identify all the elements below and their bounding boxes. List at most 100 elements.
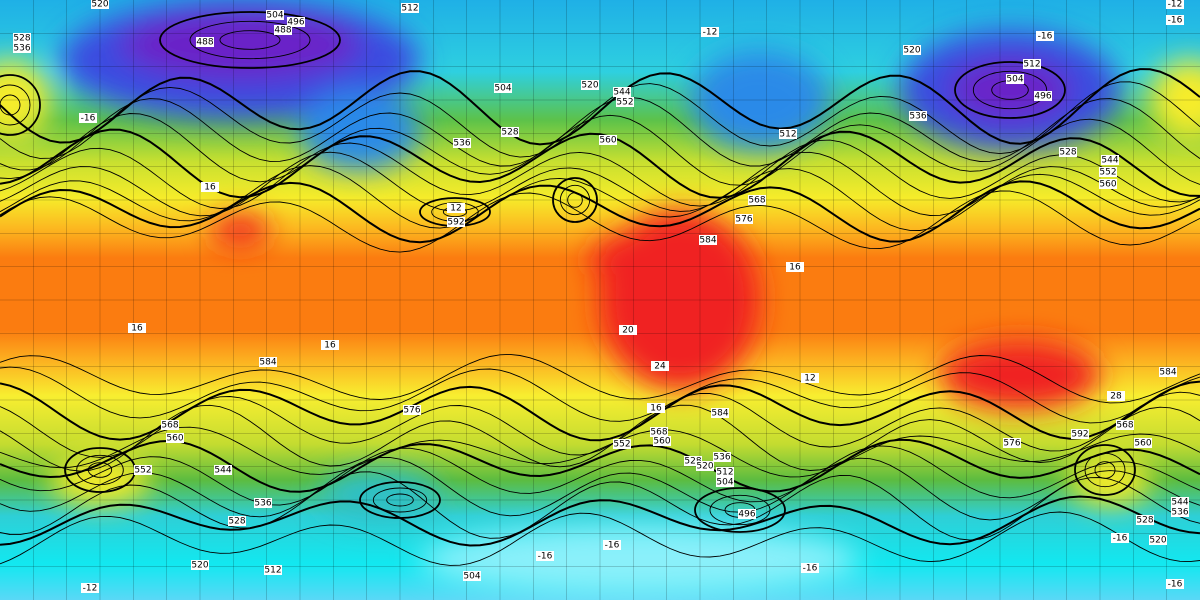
contour-labels: 5205044965125285364884885045285365205445… bbox=[13, 0, 1189, 594]
contour-label: 536 bbox=[1171, 508, 1188, 518]
contour-label: -16 bbox=[1168, 580, 1183, 590]
height-contour bbox=[0, 445, 1200, 506]
contour-label: -12 bbox=[1168, 0, 1183, 10]
contour-label: 592 bbox=[447, 218, 464, 228]
label-box bbox=[13, 43, 31, 53]
contour-label: 16 bbox=[650, 404, 662, 414]
closed-contour bbox=[219, 30, 281, 50]
label-box bbox=[738, 509, 756, 519]
height-contour bbox=[0, 471, 1200, 541]
height-contour bbox=[0, 456, 1200, 521]
contour-label: 584 bbox=[699, 236, 716, 246]
contour-label: -16 bbox=[1038, 32, 1053, 42]
label-box bbox=[1166, 0, 1184, 9]
closed-contour bbox=[972, 70, 1048, 110]
label-box bbox=[1006, 74, 1024, 84]
contour-label: -12 bbox=[83, 584, 98, 594]
label-box bbox=[1101, 155, 1119, 165]
closed-contour bbox=[694, 487, 786, 533]
contour-label: 16 bbox=[789, 263, 801, 273]
contour-label: 560 bbox=[599, 136, 616, 146]
label-box bbox=[716, 467, 734, 477]
height-contour bbox=[0, 96, 1200, 171]
contour-label: 568 bbox=[748, 196, 765, 206]
contour-label: 560 bbox=[166, 434, 183, 444]
label-box bbox=[1023, 59, 1041, 69]
contour-label: 520 bbox=[1149, 536, 1166, 546]
label-box bbox=[447, 217, 465, 227]
label-box bbox=[701, 27, 719, 37]
label-box bbox=[79, 113, 97, 123]
contour-label: 544 bbox=[613, 88, 630, 98]
contour-label: 536 bbox=[909, 112, 926, 122]
contour-label: 496 bbox=[287, 18, 304, 28]
label-box bbox=[1071, 429, 1089, 439]
label-box bbox=[613, 439, 631, 449]
contour-label: 528 bbox=[1136, 516, 1153, 526]
closed-contour bbox=[0, 74, 41, 136]
label-box bbox=[81, 583, 99, 593]
label-box bbox=[779, 129, 797, 139]
contour-label: 568 bbox=[161, 421, 178, 431]
height-contour bbox=[0, 180, 1200, 244]
contour-label: 568 bbox=[1116, 421, 1133, 431]
label-box bbox=[264, 565, 282, 575]
label-box bbox=[1159, 367, 1177, 377]
label-box bbox=[1171, 507, 1189, 517]
contour-label: 536 bbox=[713, 453, 730, 463]
contour-label: 24 bbox=[654, 362, 666, 372]
contour-label: 504 bbox=[266, 11, 283, 21]
contours bbox=[0, 11, 1200, 566]
label-box bbox=[321, 340, 339, 350]
closed-contour bbox=[0, 94, 21, 116]
closed-contour bbox=[189, 20, 311, 60]
label-box bbox=[619, 325, 637, 335]
height-contour bbox=[0, 438, 1200, 493]
label-box bbox=[909, 111, 927, 121]
label-box bbox=[1036, 31, 1054, 41]
contour-label: 20 bbox=[622, 326, 634, 336]
label-box bbox=[647, 403, 665, 413]
contour-label: -16 bbox=[1168, 16, 1183, 26]
label-box bbox=[463, 571, 481, 581]
height-contour bbox=[0, 68, 1200, 146]
label-box bbox=[91, 0, 109, 9]
label-box bbox=[786, 262, 804, 272]
label-box bbox=[1111, 533, 1129, 543]
contour-label: 16 bbox=[324, 341, 336, 351]
contour-label: 528 bbox=[13, 34, 30, 44]
label-box bbox=[1034, 91, 1052, 101]
label-box bbox=[191, 560, 209, 570]
label-box bbox=[161, 420, 179, 430]
label-box bbox=[699, 235, 717, 245]
closed-contour bbox=[1074, 444, 1136, 496]
contour-label: 520 bbox=[903, 46, 920, 56]
label-box bbox=[453, 138, 471, 148]
contour-label: 496 bbox=[738, 510, 755, 520]
label-box bbox=[214, 465, 232, 475]
label-box bbox=[536, 551, 554, 561]
contour-label: 512 bbox=[779, 130, 796, 140]
label-box bbox=[266, 10, 284, 20]
label-box bbox=[1003, 438, 1021, 448]
label-box bbox=[716, 477, 734, 487]
label-box bbox=[228, 516, 246, 526]
contour-label: 544 bbox=[214, 466, 231, 476]
height-contour bbox=[0, 190, 1200, 253]
height-contour bbox=[0, 113, 1200, 186]
label-box bbox=[287, 17, 305, 27]
closed-contour bbox=[159, 11, 341, 69]
label-box bbox=[801, 563, 819, 573]
contour-label: -16 bbox=[605, 541, 620, 551]
label-box bbox=[1171, 497, 1189, 507]
contour-label: 520 bbox=[91, 0, 108, 10]
label-box bbox=[254, 498, 272, 508]
contour-label: -12 bbox=[703, 28, 718, 38]
contour-label: 512 bbox=[716, 468, 733, 478]
contour-label: -16 bbox=[803, 564, 818, 574]
contour-label: 560 bbox=[653, 437, 670, 447]
label-box bbox=[603, 540, 621, 550]
contour-label: 552 bbox=[1099, 168, 1116, 178]
contour-label: 16 bbox=[204, 183, 216, 193]
